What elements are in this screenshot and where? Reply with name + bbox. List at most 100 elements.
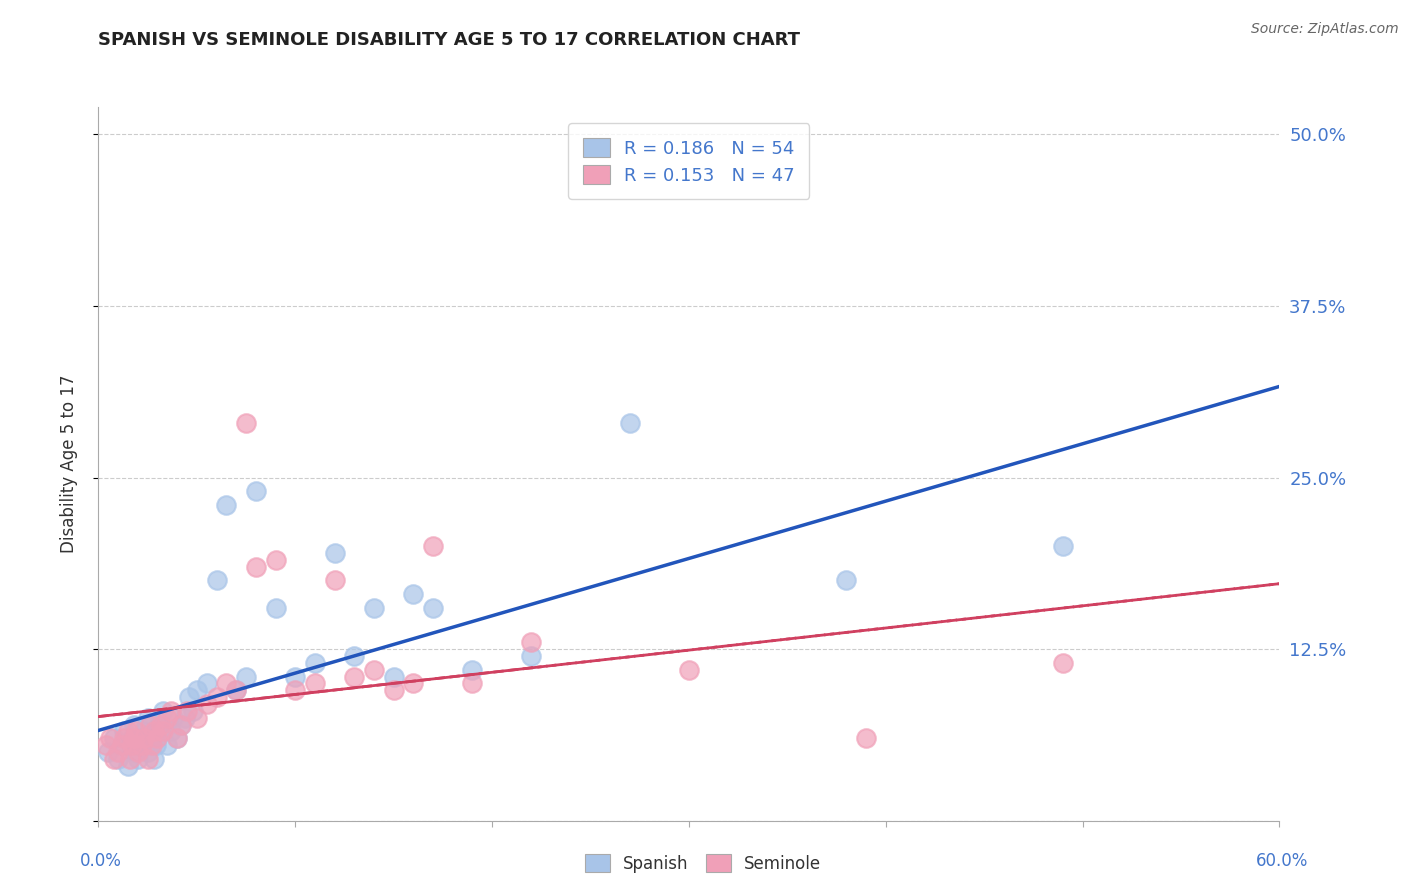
Point (215, 498, 238, 512)
Point (343, 669, 366, 683)
Point (138, 738, 160, 752)
Point (855, 731, 877, 746)
Point (150, 717, 173, 731)
Point (1052, 656, 1074, 670)
Point (235, 669, 257, 683)
Point (402, 676, 425, 690)
Point (103, 752, 125, 766)
Point (678, 663, 700, 677)
Point (176, 704, 198, 718)
Point (520, 635, 543, 649)
Point (461, 663, 484, 677)
Point (136, 711, 159, 725)
Point (121, 731, 143, 746)
Point (136, 752, 159, 766)
Point (125, 724, 148, 739)
Point (323, 546, 346, 560)
Point (132, 724, 155, 739)
Point (205, 690, 228, 705)
Point (422, 539, 444, 553)
Point (148, 717, 170, 731)
Point (135, 717, 157, 731)
Point (402, 587, 425, 601)
Point (170, 717, 193, 731)
Point (225, 683, 247, 698)
Y-axis label: Disability Age 5 to 17: Disability Age 5 to 17 (59, 375, 77, 553)
Point (112, 731, 135, 746)
Point (127, 752, 149, 766)
Point (170, 717, 193, 731)
Point (131, 738, 153, 752)
Point (323, 574, 346, 588)
Point (382, 683, 405, 698)
Point (304, 656, 326, 670)
Point (132, 731, 155, 746)
Point (96, 738, 118, 752)
Point (162, 711, 184, 725)
Point (136, 745, 159, 759)
Point (619, 416, 641, 430)
Point (117, 724, 139, 739)
Point (166, 731, 188, 746)
Point (146, 731, 169, 746)
Point (215, 676, 238, 690)
Text: 60.0%: 60.0% (1256, 852, 1309, 870)
Point (363, 663, 385, 677)
Point (152, 724, 174, 739)
Point (264, 553, 287, 567)
Point (146, 731, 169, 746)
Point (160, 704, 183, 718)
Legend: Spanish, Seminole: Spanish, Seminole (578, 847, 828, 880)
Point (304, 676, 326, 690)
Text: 0.0%: 0.0% (80, 852, 122, 870)
Point (122, 731, 145, 746)
Point (177, 690, 200, 705)
Point (160, 724, 183, 739)
Point (195, 676, 218, 690)
Point (156, 711, 179, 725)
Point (112, 724, 135, 739)
Point (142, 752, 165, 766)
Point (264, 601, 287, 615)
Text: Source: ZipAtlas.com: Source: ZipAtlas.com (1251, 22, 1399, 37)
Point (118, 738, 141, 752)
Point (166, 731, 188, 746)
Point (152, 704, 174, 718)
Point (186, 683, 208, 698)
Point (107, 752, 129, 766)
Point (225, 683, 247, 698)
Point (284, 669, 307, 683)
Point (363, 601, 385, 615)
Point (128, 738, 150, 752)
Point (343, 648, 366, 663)
Point (107, 745, 129, 759)
Point (181, 704, 204, 718)
Point (122, 717, 145, 731)
Point (461, 676, 484, 690)
Point (142, 724, 165, 739)
Point (1052, 539, 1074, 553)
Point (422, 601, 444, 615)
Point (127, 745, 149, 759)
Point (245, 559, 267, 574)
Point (205, 574, 228, 588)
Point (121, 738, 143, 752)
Point (520, 648, 543, 663)
Point (103, 731, 125, 746)
Point (141, 731, 163, 746)
Text: SPANISH VS SEMINOLE DISABILITY AGE 5 TO 17 CORRELATION CHART: SPANISH VS SEMINOLE DISABILITY AGE 5 TO … (98, 31, 800, 49)
Point (131, 731, 153, 746)
Point (195, 697, 218, 711)
Point (284, 683, 307, 698)
Point (245, 484, 267, 499)
Point (174, 711, 197, 725)
Point (117, 758, 139, 772)
Point (138, 717, 160, 731)
Point (835, 574, 858, 588)
Point (145, 738, 167, 752)
Point (98, 731, 121, 746)
Point (150, 724, 173, 739)
Point (97, 745, 120, 759)
Point (111, 738, 134, 752)
Point (118, 752, 141, 766)
